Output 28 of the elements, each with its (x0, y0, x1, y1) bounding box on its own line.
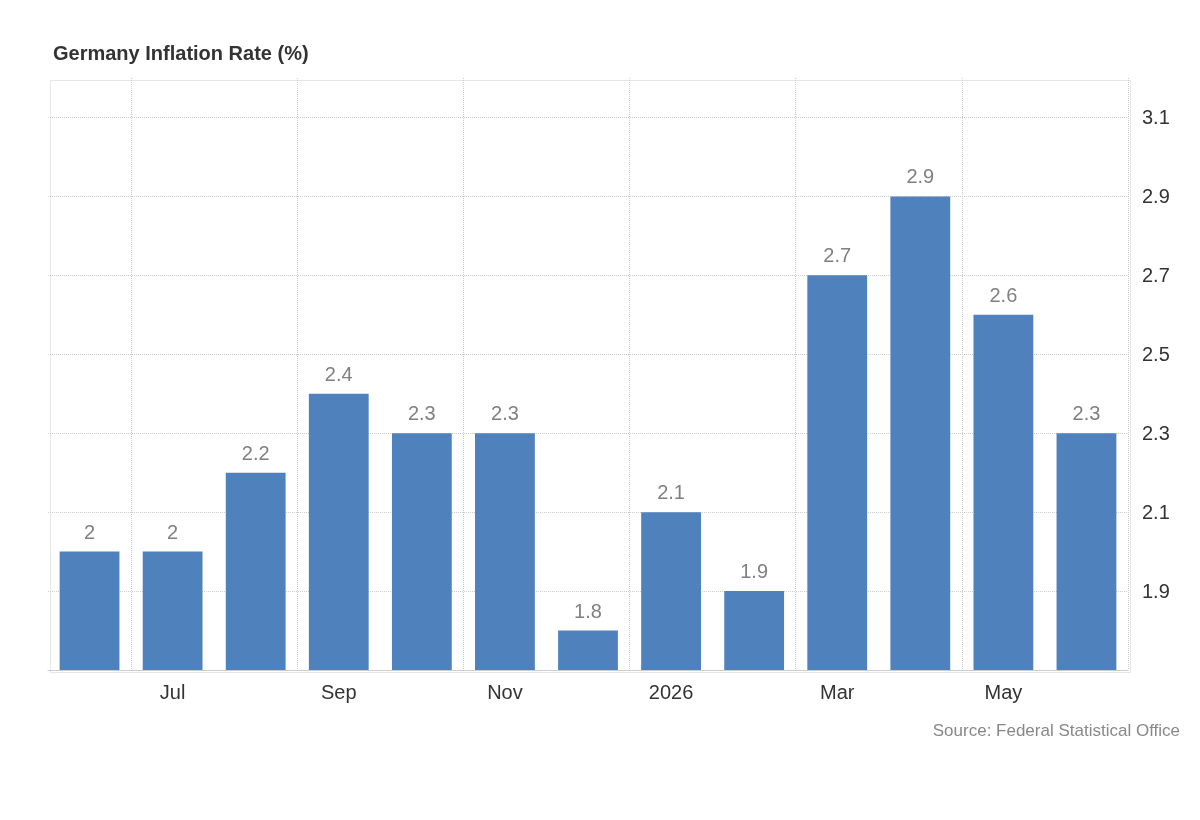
source-note: Source: Federal Statistical Office (932, 721, 1181, 740)
data-label: 2.3 (407, 402, 436, 425)
data-label: 2.3 (491, 402, 519, 425)
x-tick-label: Nov (487, 681, 523, 703)
data-label: 2.2 (241, 441, 270, 464)
data-label: 2.7 (823, 244, 852, 267)
data-label: 2.4 (324, 362, 353, 385)
x-tick-label: 2026 (648, 681, 694, 703)
data-label: 2.3 (1072, 402, 1101, 425)
x-tick-label: May (984, 681, 1023, 703)
data-label: 1.8 (574, 599, 602, 622)
y-tick-label: 2.9 (1142, 185, 1170, 208)
data-label: 2.6 (989, 283, 1018, 306)
y-tick-label: 1.9 (1142, 580, 1170, 603)
data-label: 2 (167, 520, 179, 543)
x-tick-label: Mar (820, 681, 855, 703)
y-tick-label: 2.5 (1142, 343, 1170, 366)
y-tick-label: 2.1 (1142, 501, 1170, 524)
x-tick-label: Jul (159, 681, 186, 703)
data-label: 2 (83, 520, 96, 543)
y-tick-label: 2.7 (1142, 264, 1170, 287)
data-label: 2.1 (657, 481, 685, 504)
y-tick-label: 3.1 (1142, 106, 1170, 129)
data-label: 1.9 (740, 560, 769, 583)
y-tick-label: 2.3 (1142, 422, 1170, 445)
data-label: 2.9 (906, 165, 935, 188)
x-tick-label: Sep (320, 681, 357, 703)
chart-title: Germany Inflation Rate (%) (53, 42, 309, 64)
